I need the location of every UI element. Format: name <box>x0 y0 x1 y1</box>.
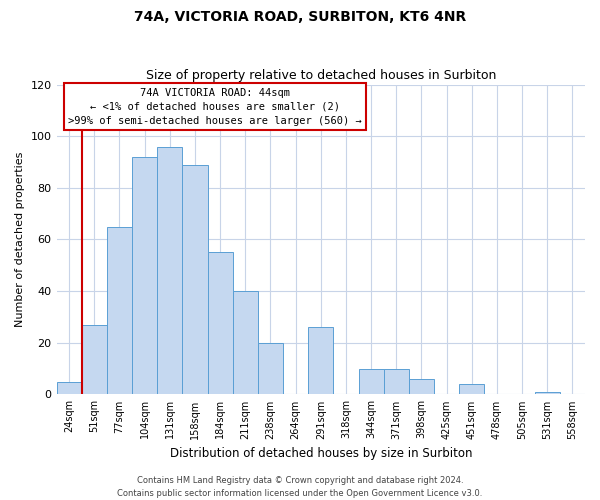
Bar <box>157 146 182 394</box>
Bar <box>182 164 208 394</box>
Text: Contains HM Land Registry data © Crown copyright and database right 2024.
Contai: Contains HM Land Registry data © Crown c… <box>118 476 482 498</box>
Bar <box>308 328 334 394</box>
Bar <box>459 384 484 394</box>
Bar <box>107 226 132 394</box>
Bar <box>56 382 82 394</box>
Bar <box>208 252 233 394</box>
Bar <box>383 368 409 394</box>
Bar <box>233 291 258 395</box>
Text: 74A VICTORIA ROAD: 44sqm
← <1% of detached houses are smaller (2)
>99% of semi-d: 74A VICTORIA ROAD: 44sqm ← <1% of detach… <box>68 88 362 126</box>
Title: Size of property relative to detached houses in Surbiton: Size of property relative to detached ho… <box>146 69 496 82</box>
Bar <box>535 392 560 394</box>
Y-axis label: Number of detached properties: Number of detached properties <box>15 152 25 327</box>
X-axis label: Distribution of detached houses by size in Surbiton: Distribution of detached houses by size … <box>170 447 472 460</box>
Bar <box>258 343 283 394</box>
Bar <box>82 324 107 394</box>
Bar <box>409 379 434 394</box>
Text: 74A, VICTORIA ROAD, SURBITON, KT6 4NR: 74A, VICTORIA ROAD, SURBITON, KT6 4NR <box>134 10 466 24</box>
Bar <box>359 368 383 394</box>
Bar <box>132 157 157 394</box>
